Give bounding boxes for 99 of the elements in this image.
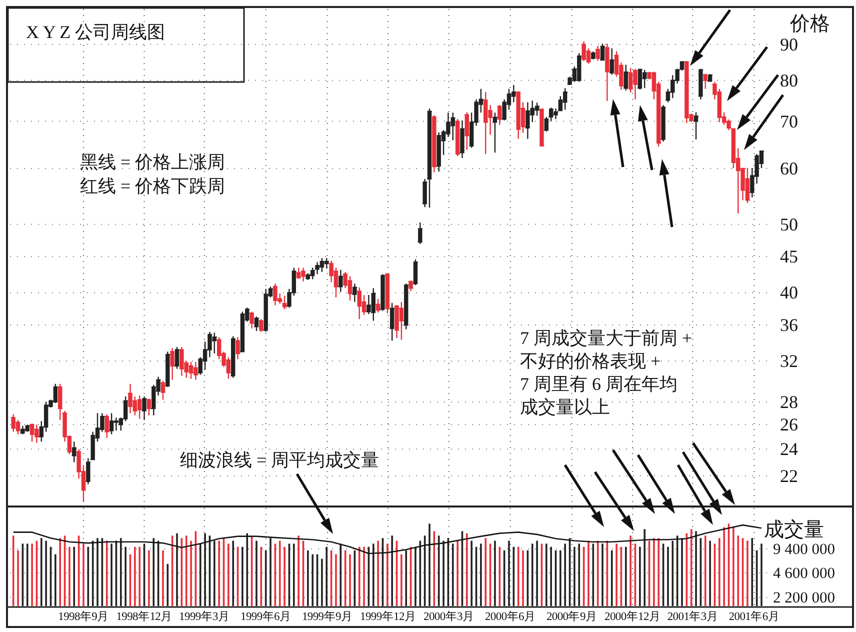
- candlestick: [684, 60, 690, 124]
- x-tick-label: 2000年9月: [546, 610, 598, 623]
- candlestick: [538, 108, 545, 147]
- candlestick: [211, 332, 218, 354]
- y-tick-label: 32: [780, 351, 798, 372]
- candlestick: [389, 302, 396, 342]
- candlestick: [258, 318, 264, 332]
- y-tick-label: 2 200 000: [773, 588, 836, 606]
- y-tick-label: 50: [780, 214, 798, 234]
- y-tick-label: 22: [780, 466, 798, 486]
- candlestick: [524, 102, 531, 140]
- annotation: 不好的价格表现 +: [520, 351, 661, 371]
- candlestick: [20, 425, 26, 435]
- y-tick-label: 80: [780, 70, 798, 90]
- y-tick-label: 4 600 000: [773, 564, 836, 582]
- candlestick: [459, 120, 466, 159]
- annotation: 7 周里有 6 周在年均: [520, 374, 678, 394]
- candlestick: [169, 347, 176, 380]
- candlestick: [464, 112, 470, 150]
- candlestick: [642, 69, 648, 89]
- candlestick: [192, 361, 199, 380]
- candlestick: [324, 257, 330, 270]
- candlestick: [436, 132, 442, 172]
- candlestick: [113, 417, 120, 432]
- candlestick: [594, 45, 601, 62]
- candlestick: [127, 383, 134, 414]
- candlestick: [394, 304, 400, 339]
- candlestick: [178, 346, 185, 376]
- x-tick-label: 1999年3月: [179, 610, 230, 623]
- candlestick: [380, 274, 386, 312]
- candlestick: [590, 50, 596, 60]
- x-tick-label: 2000年6月: [484, 610, 536, 623]
- candlestick: [660, 104, 666, 142]
- y-axis-title: 价格: [789, 13, 830, 35]
- candlestick: [10, 414, 16, 432]
- text: X Y Z 公司周线图: [26, 22, 166, 42]
- annotation: 黑线 = 价格上涨周: [80, 152, 226, 172]
- y-tick-label: 36: [780, 314, 798, 335]
- candlestick: [262, 288, 269, 332]
- candlestick: [515, 92, 522, 140]
- candlestick: [314, 262, 320, 275]
- candlestick: [188, 361, 194, 380]
- candlestick: [693, 112, 700, 140]
- candlestick: [632, 68, 638, 100]
- x-tick-label: 2001年6月: [728, 610, 780, 623]
- candlestick: [108, 412, 115, 435]
- candlestick: [482, 92, 489, 155]
- candlestick: [562, 88, 568, 110]
- y-axis-title: 成交量: [764, 519, 824, 541]
- candlestick: [300, 267, 306, 282]
- candlestick: [253, 316, 260, 332]
- candlestick: [248, 311, 255, 329]
- y-tick-label: 28: [780, 392, 798, 412]
- candlestick: [450, 112, 456, 141]
- candlestick: [338, 269, 344, 293]
- candlestick: [698, 68, 704, 100]
- candlestick: [318, 257, 325, 273]
- candlestick: [29, 422, 36, 442]
- y-tick-label: 70: [780, 111, 798, 132]
- candlestick: [608, 48, 615, 76]
- candlestick: [71, 440, 78, 463]
- y-tick-label: 26: [780, 414, 798, 435]
- x-tick-label: 1999年12月: [360, 610, 416, 623]
- x-tick-label: 2001年3月: [667, 610, 718, 623]
- y-tick-label: 90: [780, 34, 798, 54]
- candlestick: [492, 112, 498, 154]
- x-tick-label: 2000年12月: [604, 610, 661, 623]
- candlestick: [136, 394, 143, 420]
- x-tick-label: 1998年12月: [116, 610, 172, 623]
- annotation: 红线 = 价格下跌周: [80, 176, 226, 196]
- candlestick: [431, 114, 438, 173]
- candlestick: [160, 380, 166, 400]
- annotation: 7 周成交量大于前周 +: [520, 328, 692, 348]
- annotation: 成交量以上: [520, 397, 610, 417]
- y-tick-label: 45: [780, 246, 798, 267]
- candlestick: [282, 295, 288, 310]
- y-tick-label: 40: [780, 282, 798, 303]
- x-tick-label: 1998年9月: [58, 610, 109, 623]
- candlestick: [352, 283, 358, 303]
- candlestick: [408, 280, 414, 292]
- candlestick: [296, 267, 302, 280]
- candlestick: [356, 286, 362, 320]
- x-tick-label: 1999年6月: [240, 610, 292, 623]
- x-tick-label: 2000年3月: [424, 610, 474, 623]
- candlestick: [702, 73, 708, 90]
- x-tick-label: 1999年9月: [302, 610, 353, 623]
- y-tick-label: 24: [780, 439, 798, 460]
- y-tick-label: 9 400 000: [773, 540, 836, 558]
- y-tick-label: 60: [780, 158, 798, 179]
- candlestick: [272, 283, 278, 306]
- candlestick: [398, 301, 404, 340]
- candlestick: [347, 276, 354, 302]
- candlestick: [34, 424, 40, 444]
- candlestick: [604, 43, 610, 102]
- candlestick: [141, 396, 148, 421]
- line-series: [12, 524, 762, 554]
- annotation: 细波浪线 = 周平均成交量: [180, 450, 380, 470]
- candlestick: [234, 336, 241, 360]
- candlestick: [580, 40, 587, 62]
